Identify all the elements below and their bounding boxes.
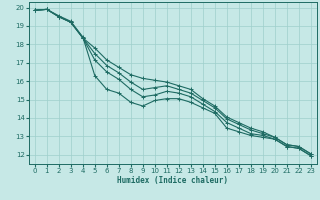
X-axis label: Humidex (Indice chaleur): Humidex (Indice chaleur) — [117, 176, 228, 185]
